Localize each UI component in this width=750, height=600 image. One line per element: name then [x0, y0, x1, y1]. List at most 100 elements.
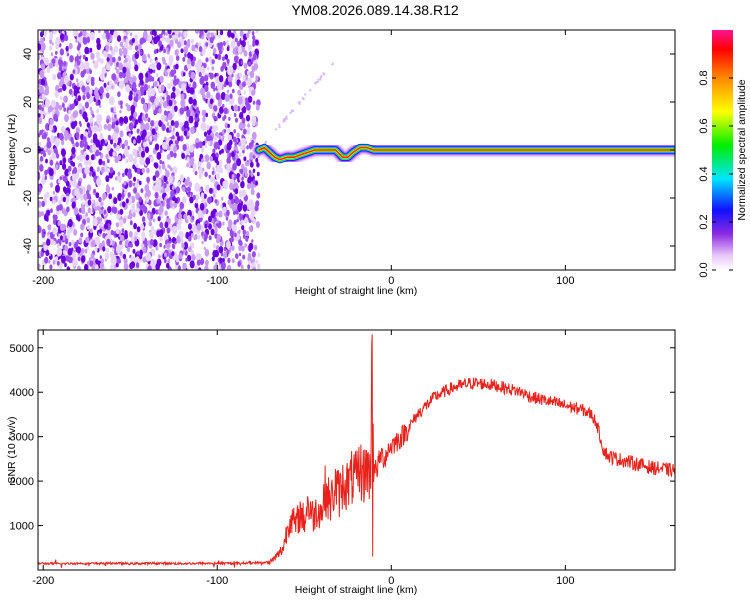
- noise-blob: [248, 247, 252, 252]
- noise-blob: [170, 120, 175, 126]
- noise-blob: [39, 95, 42, 100]
- noise-blob: [210, 125, 213, 130]
- noise-speck: [309, 89, 312, 92]
- noise-blob: [187, 39, 191, 44]
- noise-blob: [62, 157, 67, 164]
- noise-blob: [231, 245, 235, 252]
- noise-blob: [142, 129, 147, 137]
- noise-blob: [226, 156, 231, 165]
- noise-blob: [160, 189, 163, 193]
- noise-blob: [79, 123, 82, 127]
- noise-blob: [227, 134, 232, 142]
- noise-blob: [184, 53, 187, 58]
- noise-blob: [229, 182, 234, 191]
- noise-blob: [192, 194, 196, 200]
- noise-blob: [234, 232, 237, 238]
- noise-blob: [95, 101, 99, 106]
- noise-blob: [182, 186, 186, 192]
- noise-blob: [165, 32, 168, 36]
- noise-blob: [40, 78, 46, 86]
- noise-blob: [187, 192, 191, 198]
- noise-blob: [171, 225, 178, 235]
- noise-blob: [78, 36, 84, 44]
- noise-blob: [142, 256, 147, 263]
- noise-blob: [61, 125, 66, 133]
- noise-blob: [122, 172, 125, 178]
- noise-blob: [51, 152, 57, 160]
- noise-blob: [198, 166, 204, 176]
- noise-blob: [199, 188, 202, 193]
- noise-blob: [119, 116, 124, 124]
- noise-blob: [196, 223, 202, 231]
- noise-blob: [68, 42, 73, 50]
- noise-blob: [168, 125, 172, 131]
- noise-blob: [240, 36, 244, 41]
- noise-blob: [197, 234, 201, 240]
- noise-blob: [156, 62, 162, 71]
- noise-blob: [225, 209, 230, 217]
- noise-blob: [96, 205, 101, 211]
- noise-blob: [75, 132, 80, 139]
- noise-blob: [102, 197, 105, 201]
- noise-blob: [203, 131, 208, 137]
- noise-blob: [93, 125, 99, 133]
- noise-blob: [169, 39, 174, 47]
- noise-blob: [105, 153, 109, 160]
- noise-blob: [144, 146, 150, 154]
- noise-blob: [214, 53, 218, 60]
- noise-blob: [70, 121, 76, 130]
- y-tick-label: 1000: [10, 521, 34, 533]
- noise-blob: [185, 257, 188, 262]
- noise-blob: [218, 150, 222, 155]
- noise-blob: [171, 185, 175, 191]
- noise-speck: [322, 72, 325, 75]
- noise-blob: [169, 112, 173, 118]
- noise-blob: [98, 151, 102, 156]
- noise-blob: [118, 56, 121, 61]
- noise-blob: [248, 142, 254, 150]
- noise-blob: [42, 174, 45, 179]
- noise-blob: [138, 146, 142, 152]
- noise-blob: [228, 152, 232, 158]
- noise-blob: [242, 149, 245, 154]
- noise-blob: [58, 204, 63, 211]
- noise-blob: [105, 32, 111, 40]
- noise-blob: [49, 159, 54, 166]
- noise-blob: [119, 240, 122, 245]
- noise-blob: [189, 144, 195, 153]
- noise-blob: [49, 38, 53, 45]
- noise-blob: [255, 157, 259, 163]
- noise-blob: [195, 198, 199, 204]
- noise-blob: [83, 155, 86, 160]
- noise-blob: [231, 174, 235, 179]
- noise-blob: [59, 160, 63, 166]
- noise-blob: [230, 32, 235, 39]
- noise-blob: [191, 60, 195, 67]
- noise-blob: [54, 256, 58, 262]
- noise-blob: [229, 94, 233, 99]
- noise-blob: [235, 154, 239, 160]
- noise-blob: [242, 229, 246, 235]
- x-tick-label: 0: [388, 575, 394, 587]
- noise-speck: [317, 78, 320, 81]
- noise-blob: [89, 166, 94, 173]
- noise-blob: [38, 133, 41, 138]
- noise-blob: [53, 113, 58, 122]
- noise-blob: [203, 246, 206, 251]
- noise-blob: [233, 219, 237, 225]
- noise-blob: [128, 168, 132, 174]
- noise-blob: [155, 73, 159, 78]
- noise-blob: [223, 107, 228, 115]
- noise-blob: [60, 255, 66, 264]
- noise-blob: [167, 30, 172, 35]
- noise-blob: [122, 66, 127, 74]
- noise-blob: [228, 96, 235, 106]
- noise-blob: [140, 122, 146, 131]
- noise-blob: [161, 88, 164, 92]
- x-tick-label: 100: [556, 275, 574, 287]
- noise-blob: [208, 215, 212, 223]
- noise-blob: [241, 163, 245, 170]
- noise-blob: [188, 223, 192, 230]
- spectrogram-signal-trace: [252, 140, 675, 167]
